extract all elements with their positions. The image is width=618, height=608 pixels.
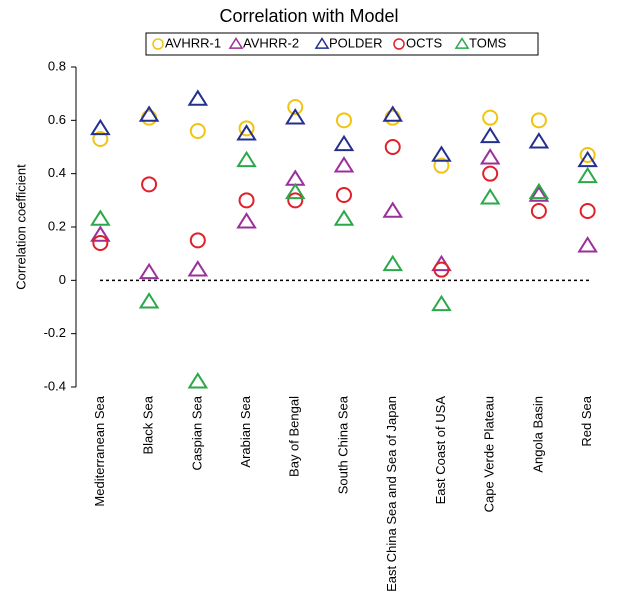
marker: [187, 89, 209, 106]
y-tick-label: 0.2: [48, 218, 66, 233]
x-tick-label: Arabian Sea: [238, 395, 253, 467]
marker: [284, 108, 306, 125]
marker: [384, 139, 401, 155]
x-tick-label: Black Sea: [141, 395, 156, 454]
legend-label: POLDER: [329, 35, 382, 50]
legend-box: [145, 32, 539, 56]
marker: [141, 176, 158, 193]
marker: [579, 147, 596, 163]
marker: [479, 126, 501, 144]
chart-title: Correlation with Model: [219, 6, 398, 26]
marker: [333, 209, 355, 226]
legend-label: AVHRR-2: [243, 35, 299, 50]
marker: [528, 132, 550, 149]
marker: [333, 134, 355, 152]
marker: [141, 109, 158, 126]
marker: [382, 105, 404, 122]
x-tick-label: Red Sea: [579, 395, 594, 446]
marker: [530, 203, 547, 219]
marker: [189, 123, 206, 139]
y-tick-label: 0.8: [48, 58, 66, 73]
marker: [189, 232, 206, 249]
marker: [479, 188, 501, 205]
marker: [92, 235, 109, 251]
x-tick-label: East Coast of USA: [433, 396, 448, 505]
legend-label: AVHRR-1: [165, 35, 221, 50]
marker: [92, 131, 109, 147]
legend-marker: [454, 37, 470, 49]
marker: [238, 192, 255, 209]
marker: [528, 182, 550, 200]
marker: [187, 260, 209, 277]
legend-marker: [314, 37, 330, 49]
marker: [284, 169, 306, 186]
marker: [287, 192, 304, 209]
marker: [433, 261, 450, 278]
marker: [579, 203, 596, 219]
marker: [284, 182, 306, 200]
marker: [382, 201, 404, 218]
marker: [138, 292, 160, 309]
marker: [433, 157, 450, 174]
x-tick-label: Bay of Bengal: [287, 396, 302, 477]
marker: [482, 109, 499, 126]
marker: [577, 150, 598, 168]
y-tick-label: 0.4: [48, 165, 66, 180]
x-tick-label: East China Sea and Sea of Japan: [384, 396, 399, 592]
marker: [336, 112, 352, 129]
marker: [333, 156, 355, 173]
marker: [431, 145, 452, 162]
legend-marker: [152, 38, 164, 50]
x-tick-label: Angola Basin: [530, 396, 545, 473]
marker: [138, 262, 160, 280]
marker: [577, 236, 598, 253]
marker: [482, 165, 499, 182]
x-tick-label: Caspian Sea: [189, 395, 204, 470]
legend-label: OCTS: [406, 35, 442, 50]
marker: [236, 124, 257, 141]
marker: [90, 118, 111, 136]
marker: [236, 150, 257, 168]
marker: [577, 166, 598, 184]
marker: [90, 209, 111, 226]
y-axis-title: Correlation coefficient: [13, 164, 28, 290]
marker: [287, 99, 304, 115]
y-tick-label: 0.6: [48, 112, 66, 127]
marker: [530, 112, 547, 129]
marker: [336, 187, 352, 203]
marker: [236, 212, 257, 229]
x-tick-label: Cape Verde Plateau: [482, 396, 497, 512]
y-tick-label: -0.2: [44, 325, 66, 340]
marker: [138, 105, 160, 122]
marker: [382, 254, 404, 272]
marker: [187, 372, 209, 389]
marker: [90, 225, 111, 242]
legend-marker: [228, 37, 244, 49]
marker: [479, 148, 501, 165]
legend-marker: [393, 38, 405, 50]
y-tick-label: -0.4: [44, 378, 66, 393]
x-tick-label: Mediterranean Sea: [92, 395, 107, 506]
marker: [528, 185, 550, 202]
x-tick-label: South China Sea: [335, 395, 350, 494]
marker: [238, 120, 255, 137]
marker: [431, 294, 452, 312]
marker: [384, 109, 401, 126]
y-tick-label: 0: [59, 272, 66, 287]
legend-label: TOMS: [469, 35, 507, 50]
